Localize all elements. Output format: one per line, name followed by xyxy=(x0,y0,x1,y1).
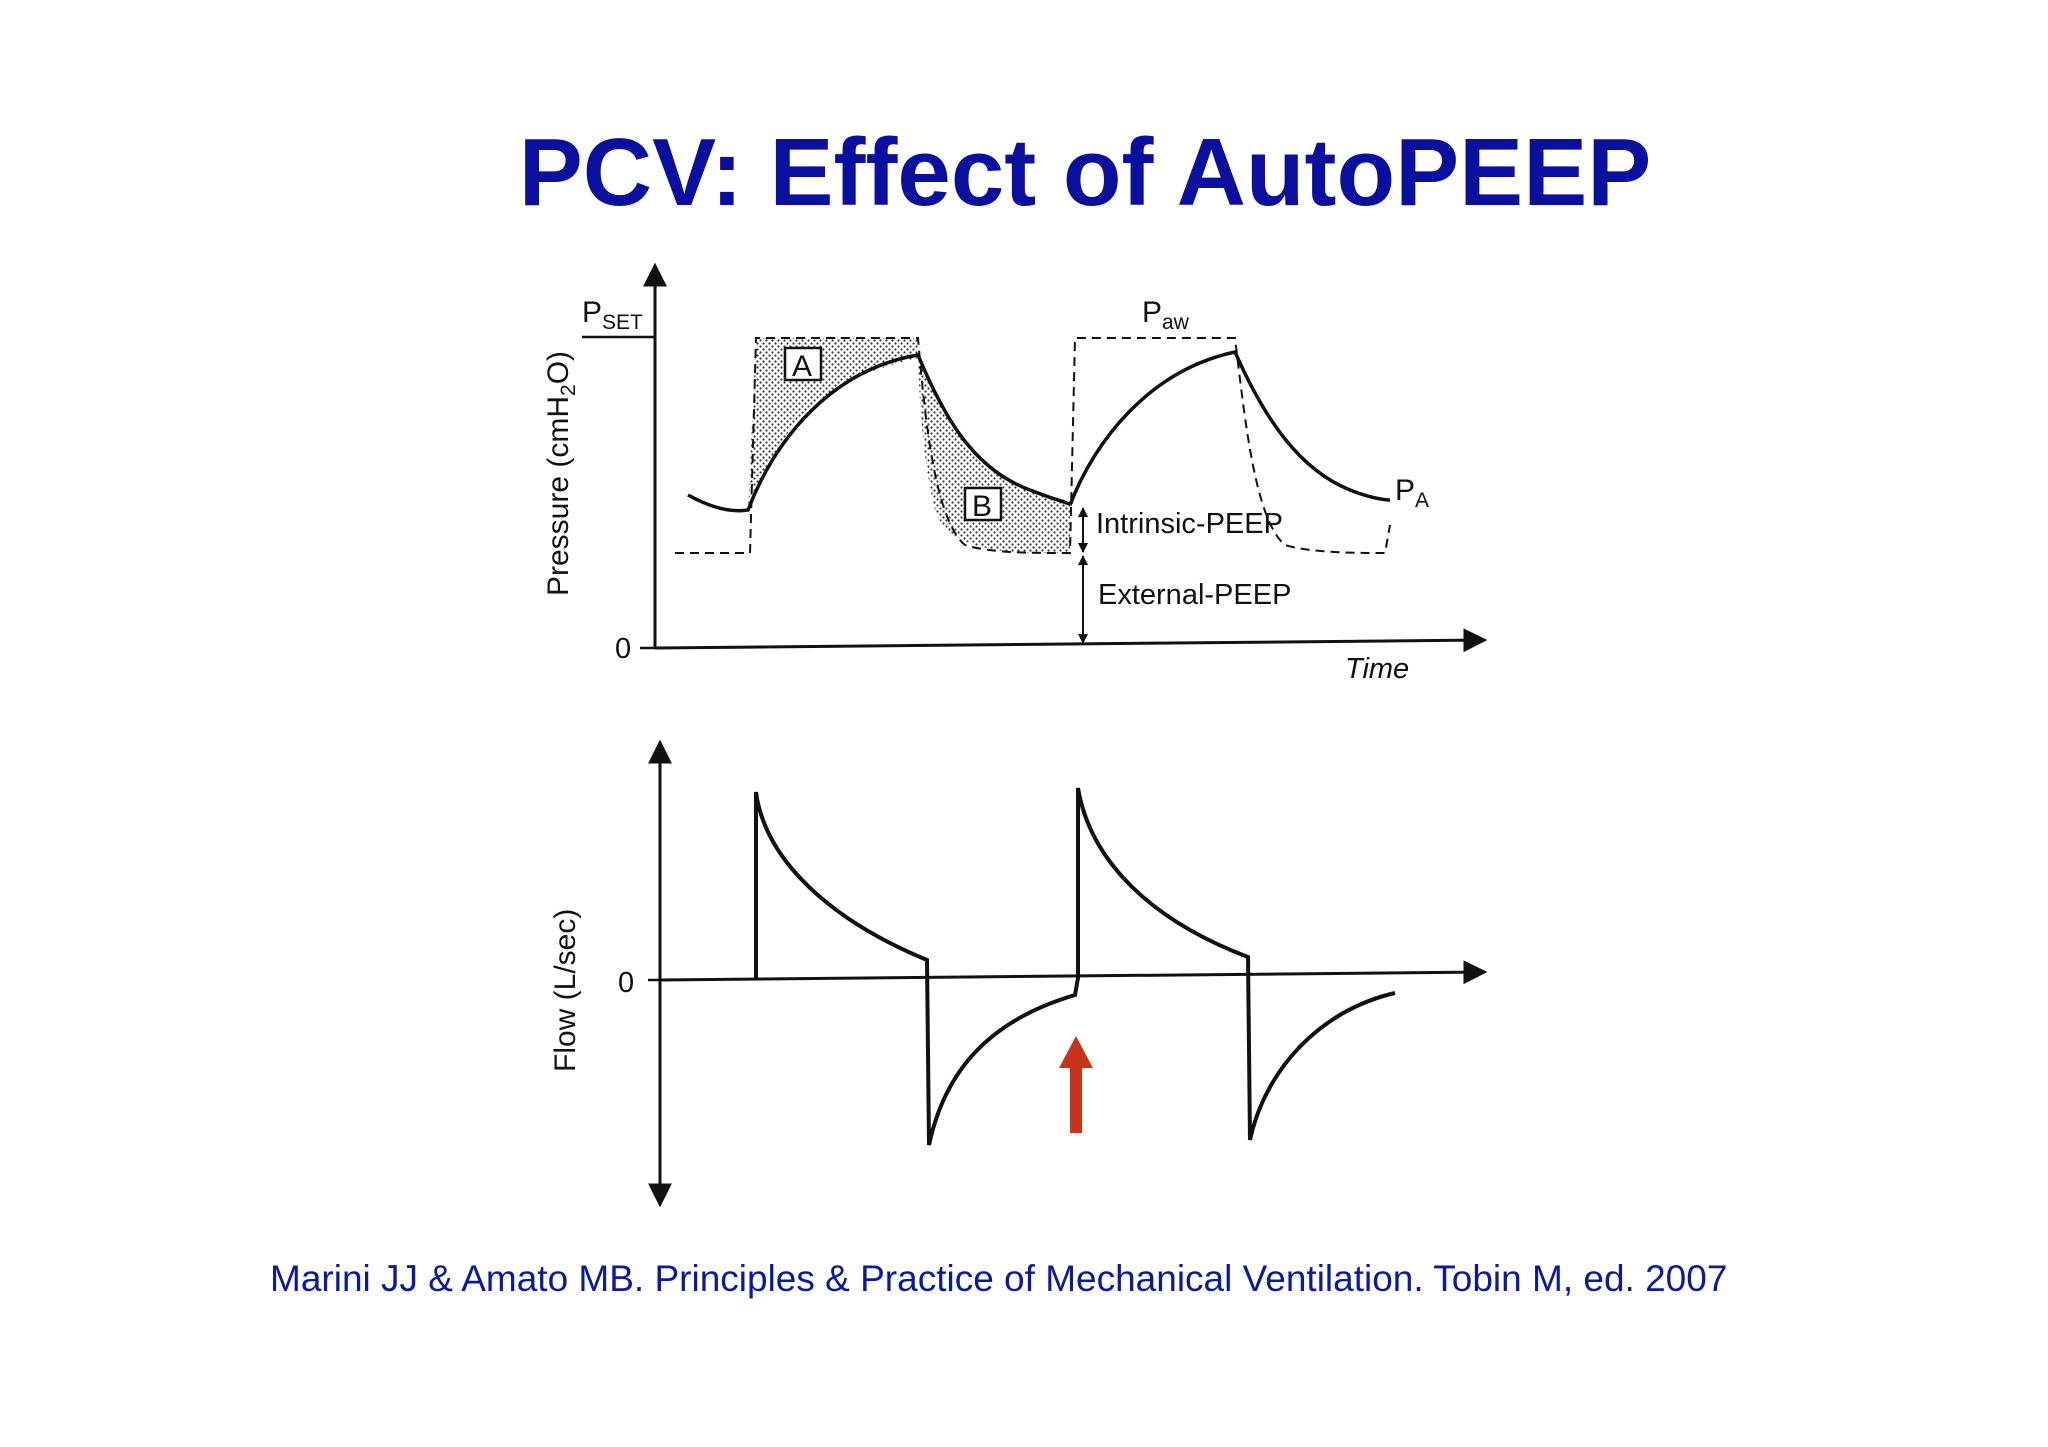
pressure-y-label: Pressure (cmH2O) xyxy=(542,351,580,596)
red-up-arrow xyxy=(1059,1036,1093,1133)
pa-solid-curve xyxy=(687,349,1391,513)
flow-x-axis xyxy=(659,960,1488,985)
citation: Marini JJ & Amato MB. Principles & Pract… xyxy=(270,1258,1728,1299)
external-peep-label: External-PEEP xyxy=(1098,579,1291,611)
pset-label: PSET xyxy=(582,296,643,334)
intrinsic-peep-label: Intrinsic-PEEP xyxy=(1096,508,1283,540)
label-box-b xyxy=(963,486,1003,522)
flow-panel: 0 Flow (L/sec) xyxy=(549,739,1488,1208)
area-a-shading xyxy=(748,338,918,510)
paw-label: Paw xyxy=(1142,296,1190,334)
flow-curve-1 xyxy=(754,787,1396,1146)
area-b-shading xyxy=(918,358,1075,553)
flow-y-label: Flow (L/sec) xyxy=(549,909,582,1072)
pressure-zero-label: 0 xyxy=(615,633,631,665)
label-a: A xyxy=(792,350,812,383)
paw-dashed-line xyxy=(675,337,1391,555)
label-b: B xyxy=(972,490,992,523)
time-label: Time xyxy=(1345,653,1409,685)
pressure-x-axis xyxy=(654,628,1488,653)
flow-zero-label: 0 xyxy=(618,967,634,999)
slide-title: PCV: Effect of AutoPEEP xyxy=(518,119,1652,226)
pressure-panel: A B PSET Paw PA Intrinsic-PEEP External-… xyxy=(542,262,1488,685)
label-box-a xyxy=(783,346,823,382)
pa-label: PA xyxy=(1395,474,1429,512)
